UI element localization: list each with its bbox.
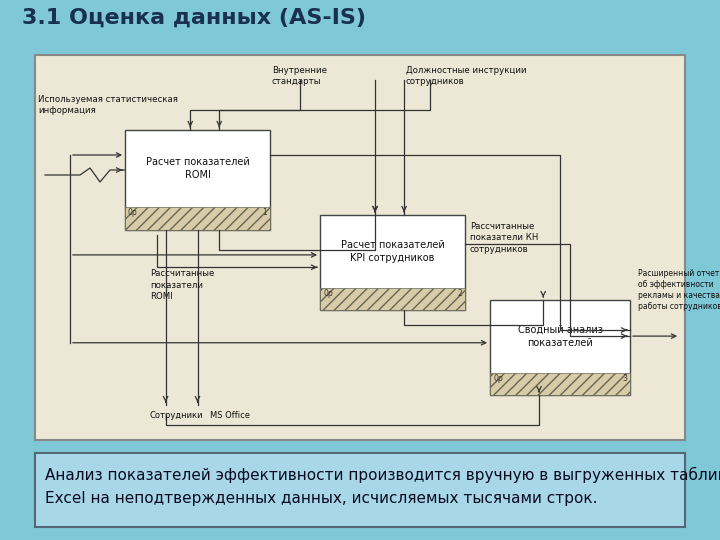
Text: Анализ показателей эффективности производится вручную в выгруженных таблицах: Анализ показателей эффективности произво… bbox=[45, 467, 720, 483]
Bar bbox=[320, 288, 465, 310]
Bar bbox=[490, 373, 630, 395]
Text: Внутренние
стандарты: Внутренние стандарты bbox=[272, 66, 327, 86]
Bar bbox=[490, 300, 630, 395]
Text: Сотрудники: Сотрудники bbox=[150, 410, 204, 420]
Bar bbox=[320, 215, 465, 310]
Bar bbox=[125, 207, 270, 230]
Bar bbox=[125, 130, 270, 230]
Text: Сводный анализ
показателей: Сводный анализ показателей bbox=[518, 325, 603, 348]
Text: 0р: 0р bbox=[493, 374, 503, 383]
Text: Excel на неподтвержденных данных, исчисляемых тысячами строк.: Excel на неподтвержденных данных, исчисл… bbox=[45, 490, 598, 505]
Text: 3.1 Оценка данных (AS-IS): 3.1 Оценка данных (AS-IS) bbox=[22, 8, 366, 28]
Text: Расчет показателей
ROMI: Расчет показателей ROMI bbox=[145, 157, 249, 180]
Text: 1: 1 bbox=[262, 208, 267, 217]
Text: 0р: 0р bbox=[128, 208, 138, 217]
Text: 0р: 0р bbox=[323, 289, 333, 298]
Text: Расчет показателей
KPI сотрудников: Расчет показателей KPI сотрудников bbox=[341, 240, 444, 263]
Text: MS Office: MS Office bbox=[210, 410, 250, 420]
Text: Используемая статистическая
информация: Используемая статистическая информация bbox=[38, 95, 178, 115]
Text: Должностные инструкции
сотрудников: Должностные инструкции сотрудников bbox=[406, 66, 526, 86]
Text: 2: 2 bbox=[457, 289, 462, 298]
Text: Рассчитанные
показатели
ROMI: Рассчитанные показатели ROMI bbox=[150, 269, 215, 301]
Text: Рассчитанные
показатели КН
сотрудников: Рассчитанные показатели КН сотрудников bbox=[470, 222, 539, 254]
Text: Расширенный отчет
об эффективности
рекламы и качества
работы сотрудников: Расширенный отчет об эффективности рекла… bbox=[638, 269, 720, 311]
Text: 3: 3 bbox=[622, 374, 627, 383]
Bar bbox=[35, 453, 685, 527]
Bar bbox=[35, 55, 685, 440]
